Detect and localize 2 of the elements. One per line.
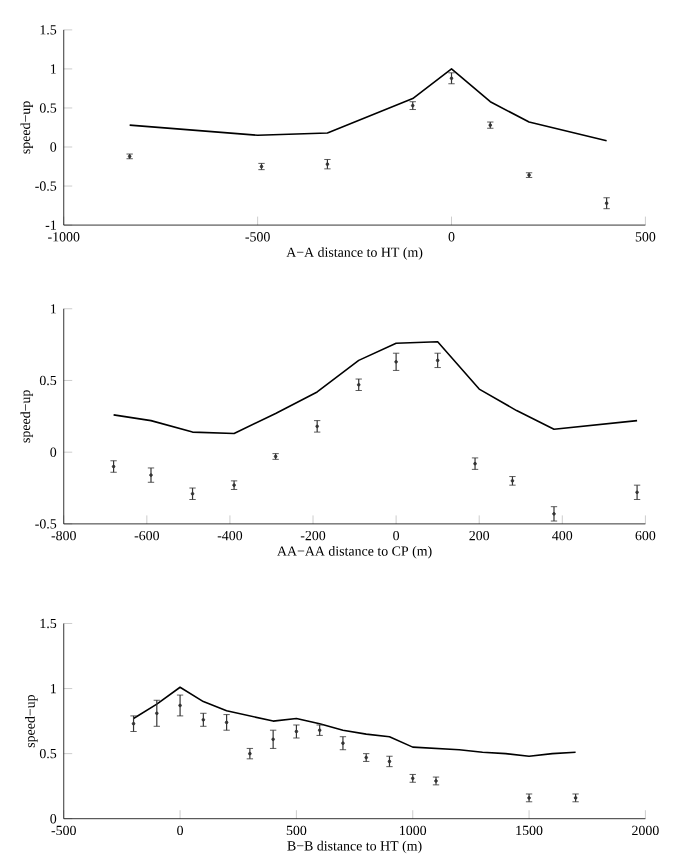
line-series [129, 68, 608, 142]
line-series [113, 340, 639, 435]
